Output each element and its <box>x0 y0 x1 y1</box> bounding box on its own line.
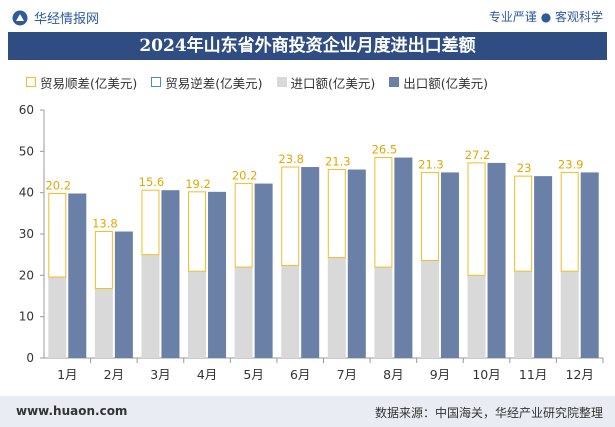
import-bar <box>374 267 393 358</box>
chart-title: 2024年山东省外商投资企业月度进出口差额 <box>8 32 607 60</box>
surplus-data-label: 13.8 <box>92 217 118 231</box>
import-bar <box>514 271 533 358</box>
x-tick-label: 1月 <box>57 367 77 382</box>
chart-legend: 贸易顺差(亿美元) 贸易逆差(亿美元) 进口额(亿美元) 出口额(亿美元) <box>26 73 488 91</box>
import-bar <box>48 276 67 358</box>
import-bar <box>188 271 207 358</box>
import-bar <box>327 257 346 358</box>
brand: 华经情报网 <box>12 8 99 27</box>
import-bar <box>467 275 486 358</box>
surplus-data-label: 21.3 <box>325 155 351 169</box>
legend-label-export: 出口额(亿美元) <box>403 75 489 91</box>
export-bar <box>347 169 366 358</box>
legend-swatch-import <box>276 77 287 87</box>
surplus-bar <box>141 189 160 256</box>
x-tick-label: 5月 <box>243 367 263 382</box>
y-tick-label: 10 <box>19 310 34 324</box>
surplus-bar <box>374 157 393 268</box>
x-tick-label: 2月 <box>104 367 124 382</box>
export-bar <box>161 190 180 358</box>
y-tick-label: 30 <box>19 227 34 241</box>
legend-label-surplus: 贸易顺差(亿美元) <box>40 75 138 91</box>
export-bar <box>487 162 506 358</box>
export-bar <box>534 176 553 358</box>
surplus-data-label: 19.2 <box>185 177 211 191</box>
y-tick-label: 50 <box>19 144 34 158</box>
surplus-bar <box>467 162 486 276</box>
x-tick-label: 8月 <box>383 367 403 382</box>
legend-item-import: 进口额(亿美元) <box>276 73 376 91</box>
export-bar <box>440 172 459 358</box>
surplus-bar <box>514 175 533 272</box>
surplus-bar <box>188 191 207 272</box>
surplus-data-label: 21.3 <box>418 157 444 171</box>
surplus-bar <box>327 169 346 259</box>
import-bar <box>281 265 300 358</box>
x-tick-label: 6月 <box>290 367 310 382</box>
y-tick-label: 40 <box>19 186 34 200</box>
surplus-data-label: 20.2 <box>45 178 71 192</box>
x-tick-label: 9月 <box>430 367 450 382</box>
legend-swatch-deficit <box>151 77 162 87</box>
export-bar <box>68 193 87 358</box>
x-tick-label: 11月 <box>519 367 547 382</box>
import-bar <box>94 288 113 358</box>
brand-name: 华经情报网 <box>34 12 100 27</box>
surplus-bar <box>420 171 439 261</box>
x-tick-label: 3月 <box>150 367 170 382</box>
slogan: 专业严谨 ● 客观科学 <box>488 10 603 24</box>
import-bar <box>141 254 160 358</box>
surplus-data-label: 23.8 <box>278 152 304 166</box>
surplus-bar <box>281 166 300 266</box>
import-bar <box>234 267 253 358</box>
surplus-data-label: 23 <box>517 161 532 175</box>
footer: www.huaon.com 数据来源：中国海关，华经产业研究院整理 <box>0 396 615 427</box>
surplus-data-label: 20.2 <box>232 169 258 183</box>
x-tick-label: 4月 <box>197 367 217 382</box>
surplus-data-label: 27.2 <box>465 148 491 162</box>
x-tick-label: 10月 <box>472 367 500 382</box>
export-bar <box>301 167 320 358</box>
y-tick-label: 20 <box>19 268 34 282</box>
x-tick-label: 12月 <box>566 367 594 382</box>
legend-item-surplus: 贸易顺差(亿美元) <box>26 73 137 91</box>
top-bar: 华经情报网 专业严谨 ● 客观科学 <box>0 0 615 32</box>
export-bar <box>208 191 227 358</box>
surplus-data-label: 23.9 <box>558 157 584 171</box>
import-bar <box>420 260 439 358</box>
surplus-bar <box>94 231 113 290</box>
surplus-bar <box>48 192 67 278</box>
footer-source: 数据来源：中国海关，华经产业研究院整理 <box>374 406 603 420</box>
surplus-data-label: 15.6 <box>139 175 165 189</box>
export-bar <box>580 172 599 358</box>
legend-item-deficit: 贸易逆差(亿美元) <box>151 73 263 91</box>
legend-swatch-export <box>389 77 400 87</box>
surplus-data-label: 26.5 <box>372 143 398 157</box>
y-tick-label: 0 <box>26 351 34 365</box>
legend-swatch-surplus <box>26 77 36 87</box>
legend-label-import: 进口额(亿美元) <box>290 75 376 91</box>
y-tick-label: 60 <box>19 103 34 117</box>
huajing-logo-icon <box>12 10 28 25</box>
export-bar <box>114 231 133 358</box>
footer-url: www.huaon.com <box>16 404 128 418</box>
legend-label-deficit: 贸易逆差(亿美元) <box>165 75 263 91</box>
surplus-bar <box>234 183 253 268</box>
import-bar <box>560 271 579 358</box>
x-tick-label: 7月 <box>337 367 357 382</box>
surplus-bar <box>560 171 579 272</box>
export-bar <box>254 183 273 358</box>
bar-chart: 0 10 20 30 40 50 60 20.2 1月 13.8 2月 15.6 3月 19.2 4月 20.… <box>19 103 604 382</box>
legend-item-export: 出口额(亿美元) <box>389 73 488 91</box>
export-bar <box>394 157 413 358</box>
